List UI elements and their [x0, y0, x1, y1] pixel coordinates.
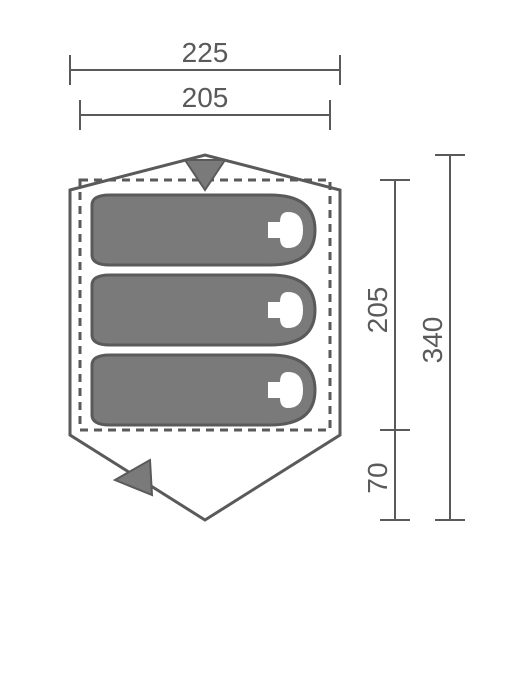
dim-vestibule-height-label: 70 [362, 462, 393, 493]
sleeping-bag-2 [92, 275, 315, 345]
tent-floorplan-diagram: 225 205 [40, 40, 485, 660]
dim-total-height: 340 [417, 155, 465, 520]
dim-vestibule-height: 70 [362, 430, 410, 520]
dim-total-height-label: 340 [417, 317, 448, 364]
sleeping-bag-3 [92, 355, 315, 425]
sleeping-bag-1 [92, 195, 315, 265]
entrance-arrow-top [185, 160, 225, 190]
dim-inner-width: 205 [80, 82, 330, 130]
dim-outer-width-label: 225 [182, 40, 229, 68]
dim-inner-height-label: 205 [362, 287, 393, 334]
dim-inner-width-label: 205 [182, 82, 229, 113]
dim-outer-width: 225 [70, 40, 340, 85]
dim-inner-height: 205 [362, 180, 410, 430]
